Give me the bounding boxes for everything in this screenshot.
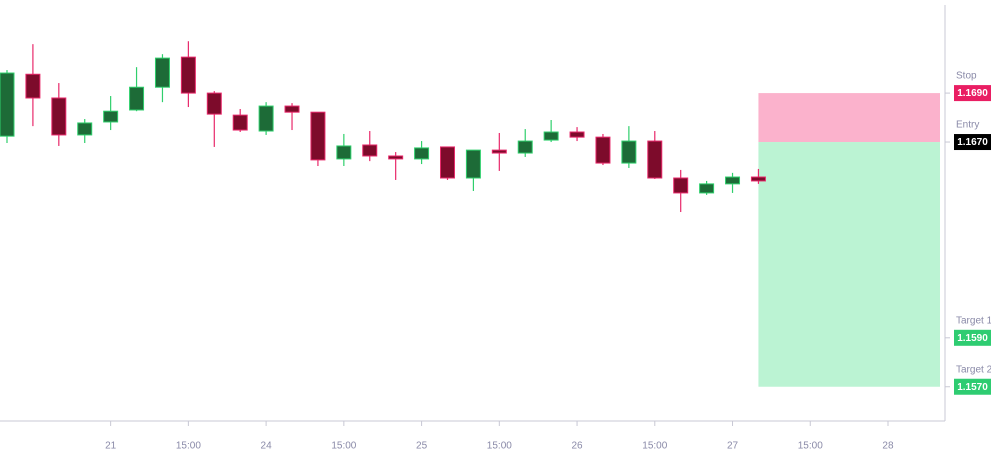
level-value: 1.1590 [957,333,988,344]
level-name: Stop [956,71,977,82]
candle-body [414,147,430,160]
candle-body [232,114,248,131]
candle-body [0,72,15,137]
candle-body [673,177,689,194]
level-badge [954,134,991,151]
candle-body [647,140,663,179]
candle-body [336,145,352,160]
candle-body [388,155,404,160]
candle-body [129,86,145,111]
x-tick-label: 15:00 [487,441,512,451]
candle-body [621,140,637,164]
level-name: Target 2 [956,364,991,375]
candle-body [51,97,67,136]
level-badge [954,329,991,346]
level-name: Target 1 [956,315,991,326]
candle-body [206,92,222,115]
level-badge [954,85,991,102]
x-tick-label: 15:00 [798,441,823,451]
level-badge [954,378,991,395]
x-tick-label: 27 [727,441,739,451]
candle-body [103,110,119,123]
x-tick-label: 28 [882,441,894,451]
candle-body [25,73,41,99]
level-value: 1.1570 [957,382,988,393]
level-value: 1.1690 [957,88,988,99]
candle-body [517,140,533,154]
x-tick-label: 15:00 [176,441,201,451]
x-tick-label: 15:00 [331,441,356,451]
x-tick-label: 26 [571,441,583,451]
candle-body [77,122,93,136]
candle-body [595,136,611,164]
candle-body [543,131,559,141]
candle-body [362,144,378,157]
candle-body [465,149,481,179]
x-tick-label: 15:00 [642,441,667,451]
target-zone [758,142,940,387]
candle-body [439,146,455,179]
level-value: 1.1670 [957,137,988,148]
candle-body [310,111,326,161]
x-tick-label: 25 [416,441,428,451]
candle-body [725,176,741,185]
candle-body [180,56,196,94]
candle-body [750,176,766,182]
level-name: Entry [956,120,979,131]
candle-body [699,183,715,194]
candle-body [569,131,585,138]
x-tick-label: 24 [261,441,273,451]
candle-body [491,149,507,154]
candle-body [258,105,274,132]
x-tick-label: 21 [105,441,117,451]
stop-zone [758,93,940,143]
candle-body [284,105,300,113]
candle-body [154,57,170,88]
